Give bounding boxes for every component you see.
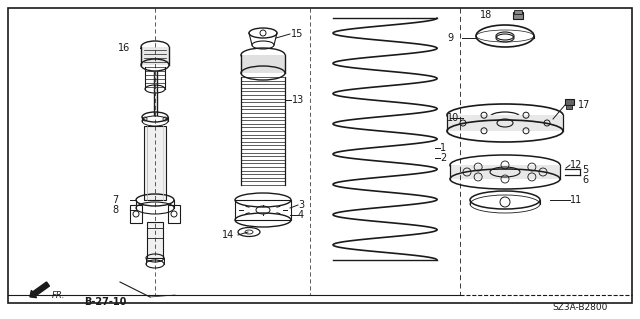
- Text: 13: 13: [292, 95, 304, 105]
- Text: 17: 17: [578, 100, 590, 110]
- Text: 3: 3: [298, 200, 304, 210]
- Text: 9: 9: [447, 33, 453, 43]
- Text: 10: 10: [447, 113, 460, 123]
- FancyArrow shape: [30, 282, 49, 298]
- Bar: [566, 105, 572, 109]
- Text: 15: 15: [291, 29, 303, 39]
- Bar: [168, 205, 180, 223]
- Bar: [144, 126, 166, 200]
- Text: 8: 8: [112, 205, 118, 215]
- Text: 16: 16: [118, 43, 131, 53]
- Text: 11: 11: [570, 195, 582, 205]
- Text: SZ3A-B2800: SZ3A-B2800: [552, 303, 608, 313]
- Bar: [447, 115, 563, 131]
- Bar: [235, 200, 291, 220]
- Text: 6: 6: [582, 175, 588, 185]
- Bar: [130, 205, 142, 223]
- Text: B-27-10: B-27-10: [84, 297, 126, 307]
- Text: 18: 18: [480, 10, 492, 20]
- Text: 14: 14: [222, 230, 234, 240]
- Text: 1: 1: [440, 143, 446, 153]
- Bar: [241, 55, 285, 73]
- Text: FR.: FR.: [52, 292, 65, 300]
- Text: 7: 7: [112, 195, 118, 205]
- Bar: [513, 12, 523, 19]
- Text: 2: 2: [440, 153, 446, 163]
- Text: 4: 4: [298, 210, 304, 220]
- Bar: [141, 47, 169, 65]
- Text: 12: 12: [570, 160, 582, 170]
- Bar: [514, 10, 522, 14]
- Bar: [565, 99, 574, 105]
- Text: 5: 5: [582, 165, 588, 175]
- Bar: [147, 222, 163, 258]
- Bar: [450, 165, 560, 179]
